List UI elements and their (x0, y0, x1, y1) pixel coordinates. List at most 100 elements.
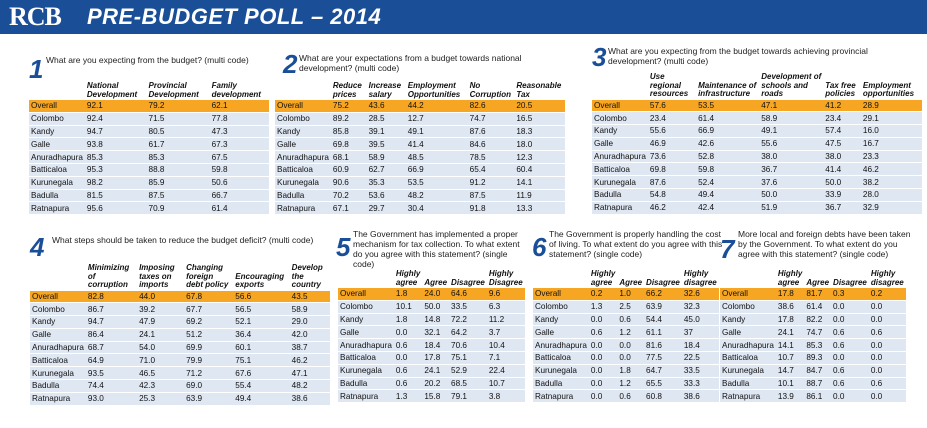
row-label: Overall (533, 288, 589, 301)
cell-value: 93.0 (85, 392, 138, 406)
cell-value: 0.0 (617, 338, 645, 352)
cell-value: 1.2 (617, 377, 645, 391)
cell-value: 48.5 (405, 150, 468, 164)
panel-question: The Government has implemented a proper … (353, 229, 520, 269)
table-row: Kurunegala 98.2 85.9 50.6 (29, 176, 269, 190)
cell-value: 95.6 (84, 201, 147, 216)
column-header: Employment Opportunities (407, 81, 461, 99)
cell-value: 77.5 (644, 351, 682, 365)
row-label: Kurunegala (533, 364, 589, 378)
table-row: Anuradhapura 0.0 0.0 81.6 18.4 (533, 338, 719, 352)
cell-value: 17.8 (775, 313, 805, 327)
row-label: Batticaloa (30, 353, 86, 368)
cell-value: 0.0 (588, 377, 618, 391)
cell-value: 89.2 (330, 112, 367, 126)
cell-value: 81.7 (804, 288, 832, 301)
cell-value: 29.7 (366, 201, 406, 216)
cell-value: 51.2 (184, 328, 234, 342)
row-label: Colombo (338, 300, 394, 314)
row-label: Galle (592, 137, 648, 151)
table-row: Ratnapura 13.9 86.1 0.0 0.0 (720, 389, 906, 404)
table-header-row: Use regional resources Maintenance of inf… (592, 72, 922, 100)
cell-value: 60.8 (644, 389, 682, 404)
cell-value: 42.4 (696, 201, 760, 215)
table-6: Highly agree Agree Disagree Highly disagree… (533, 269, 719, 404)
table-row: Ratnapura 95.6 70.9 61.4 (29, 201, 269, 216)
cell-value: 87.6 (647, 175, 697, 190)
cell-value: 0.0 (868, 389, 906, 404)
row-label: Anuradhapura (275, 150, 331, 164)
cell-value: 9.6 (486, 288, 525, 301)
table-row: Badulla 0.6 20.2 68.5 10.7 (338, 377, 525, 391)
cell-value: 94.7 (84, 125, 147, 139)
cell-value: 3.7 (486, 325, 525, 340)
cell-value: 37.6 (759, 175, 824, 190)
column-header: Agree (806, 277, 830, 287)
cell-value: 38.0 (823, 150, 861, 164)
cell-value: 10.7 (486, 377, 525, 391)
cell-value: 64.7 (644, 364, 682, 378)
row-label: Kandy (30, 315, 86, 329)
column-header: National Development (86, 81, 138, 99)
table-row: Batticaloa 0.0 0.0 77.5 22.5 (533, 351, 719, 365)
cell-value: 87.6 (467, 125, 515, 139)
panel-number: 3 (592, 42, 607, 72)
column-header: Increase salary (368, 81, 402, 99)
row-label: Anuradhapura (533, 338, 589, 352)
cell-value: 33.5 (681, 364, 719, 378)
row-label: Batticaloa (533, 351, 589, 365)
cell-value: 11.2 (486, 313, 525, 327)
cell-value: 28.9 (860, 99, 922, 113)
row-label: Badulla (720, 377, 776, 391)
cell-value: 68.5 (449, 377, 487, 391)
table-header-row: Minimizing of corruption Imposing taxes o… (30, 263, 330, 291)
cell-value: 52.9 (449, 364, 487, 378)
cell-value: 24.1 (775, 325, 805, 340)
table-row: Galle 46.9 42.6 55.6 47.5 16.7 (592, 137, 922, 151)
table-row: Kandy 55.6 66.9 49.1 57.4 16.0 (592, 124, 922, 138)
row-label: Galle (533, 325, 589, 340)
cell-value: 0.6 (831, 338, 869, 352)
row-label: Colombo (29, 112, 85, 126)
table-row: Colombo 1.3 2.5 63.9 32.3 (533, 300, 719, 314)
cell-value: 18.4 (681, 338, 719, 352)
row-label: Anuradhapura (338, 338, 394, 352)
cell-value: 16.0 (860, 124, 922, 138)
row-label: Badulla (592, 188, 648, 202)
cell-value: 60.9 (330, 163, 367, 177)
table-row: Anuradhapura 73.6 52.8 38.0 38.0 23.3 (592, 150, 922, 164)
table-row: Ratnapura 93.0 25.3 63.9 49.4 38.6 (30, 392, 330, 406)
cell-value: 67.5 (209, 150, 269, 164)
cell-value: 29.0 (289, 315, 330, 329)
row-label: Anuradhapura (30, 341, 86, 355)
cell-value: 18.4 (422, 338, 450, 352)
cell-value: 14.1 (514, 176, 565, 190)
cell-value: 24.1 (422, 364, 450, 378)
cell-value: 0.0 (617, 351, 645, 365)
panel-2: 2 What are your expectations from a budg… (283, 48, 573, 268)
row-label: Badulla (338, 377, 394, 391)
cell-value: 61.4 (804, 300, 832, 314)
cell-value: 62.7 (366, 163, 406, 177)
cell-value: 33.5 (449, 300, 487, 314)
cell-value: 63.9 (644, 300, 682, 314)
cell-value: 58.9 (289, 302, 330, 317)
table-row: Ratnapura 67.1 29.7 30.4 91.8 13.3 (275, 201, 565, 216)
cell-value: 73.6 (647, 150, 697, 164)
cell-value: 98.2 (84, 176, 147, 190)
cell-value: 53.5 (405, 176, 468, 190)
cell-value: 60.4 (514, 163, 565, 177)
panel-question: What are your expectations from a budget… (299, 53, 522, 73)
row-label: Kurunegala (338, 364, 394, 378)
cell-value: 15.8 (422, 389, 450, 404)
cell-value: 10.4 (486, 338, 525, 352)
cell-value: 85.3 (84, 150, 147, 164)
cell-value: 32.6 (681, 288, 719, 301)
row-label: Colombo (533, 300, 589, 314)
table-row: Colombo 89.2 28.5 12.7 74.7 16.5 (275, 112, 565, 126)
cell-value: 50.0 (422, 300, 450, 314)
cell-value: 42.0 (289, 328, 330, 342)
cell-value: 0.0 (393, 325, 423, 340)
row-label: Kandy (533, 313, 589, 327)
row-label: Batticaloa (338, 351, 394, 365)
